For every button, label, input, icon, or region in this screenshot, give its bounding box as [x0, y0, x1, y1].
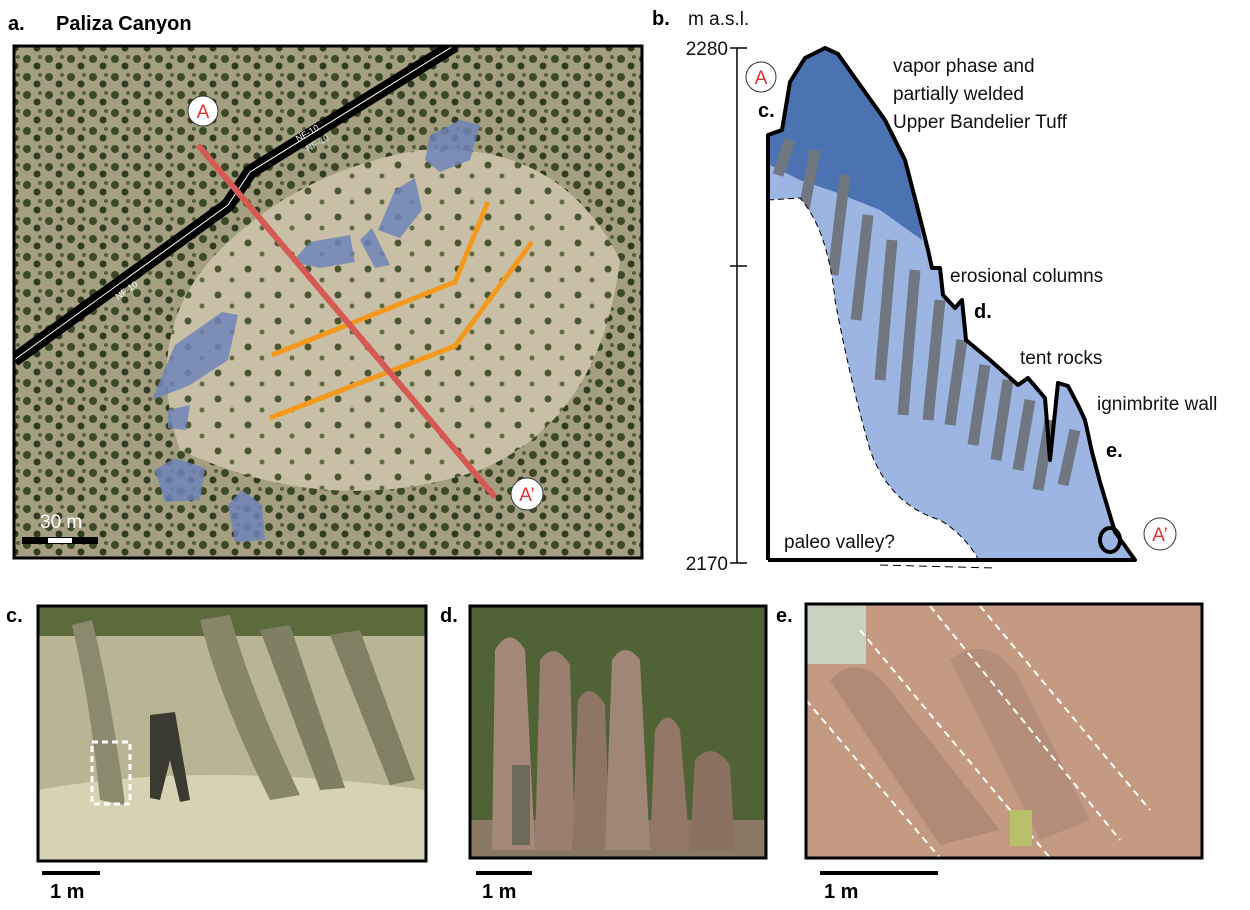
panel-label: b. — [652, 8, 670, 30]
scale-label: 1 m — [824, 881, 858, 903]
aerial-photo: NF-10 NF-10 NF-10 — [14, 45, 642, 558]
marker-label: A — [197, 102, 210, 123]
panel-label: c. — [6, 605, 23, 627]
annotation: c. — [758, 100, 775, 122]
scale-bar — [48, 538, 72, 543]
annotation: d. — [974, 301, 992, 323]
photo — [806, 604, 1202, 858]
scale-label: 1 m — [50, 881, 84, 903]
annotation: partially welded — [893, 84, 1024, 105]
ground — [38, 775, 426, 861]
panel-label: d. — [440, 605, 458, 627]
person — [512, 765, 530, 845]
page: { "panel_a": { "label": "a.", "title": "… — [0, 0, 1250, 905]
axis-label: 2280 — [686, 39, 728, 60]
scale-label: 1 m — [482, 881, 516, 903]
annotation: vapor phase and — [893, 56, 1035, 77]
figure: a. Paliza Canyon NF-10 NF-10 NF-10 A A’ … — [0, 0, 1250, 905]
annotation: erosional columns — [950, 266, 1103, 287]
annotation: paleo valley? — [784, 532, 895, 553]
marker-label: A’ — [519, 485, 534, 506]
panel-title: Paliza Canyon — [56, 13, 192, 35]
tent-rock — [535, 651, 575, 850]
scale-label: 30 m — [40, 512, 82, 533]
axis-unit: m a.s.l. — [688, 9, 749, 30]
annotation: tent rocks — [1020, 348, 1102, 369]
panel-label: e. — [776, 605, 793, 627]
axis-label: 2170 — [686, 554, 728, 575]
panel-label: a. — [8, 13, 25, 35]
annotation: e. — [1106, 440, 1123, 462]
photo — [470, 606, 766, 858]
tent-rock — [690, 751, 735, 850]
marker-label: A — [755, 68, 768, 89]
marker-label: A’ — [1152, 525, 1167, 546]
paleo-valley-edge — [880, 565, 995, 568]
annotation: Upper Bandelier Tuff — [893, 112, 1068, 133]
photo — [38, 606, 426, 861]
tent-rock — [572, 691, 610, 850]
field-book — [1010, 810, 1032, 846]
annotation: ignimbrite wall — [1097, 394, 1217, 415]
sky — [806, 604, 866, 664]
